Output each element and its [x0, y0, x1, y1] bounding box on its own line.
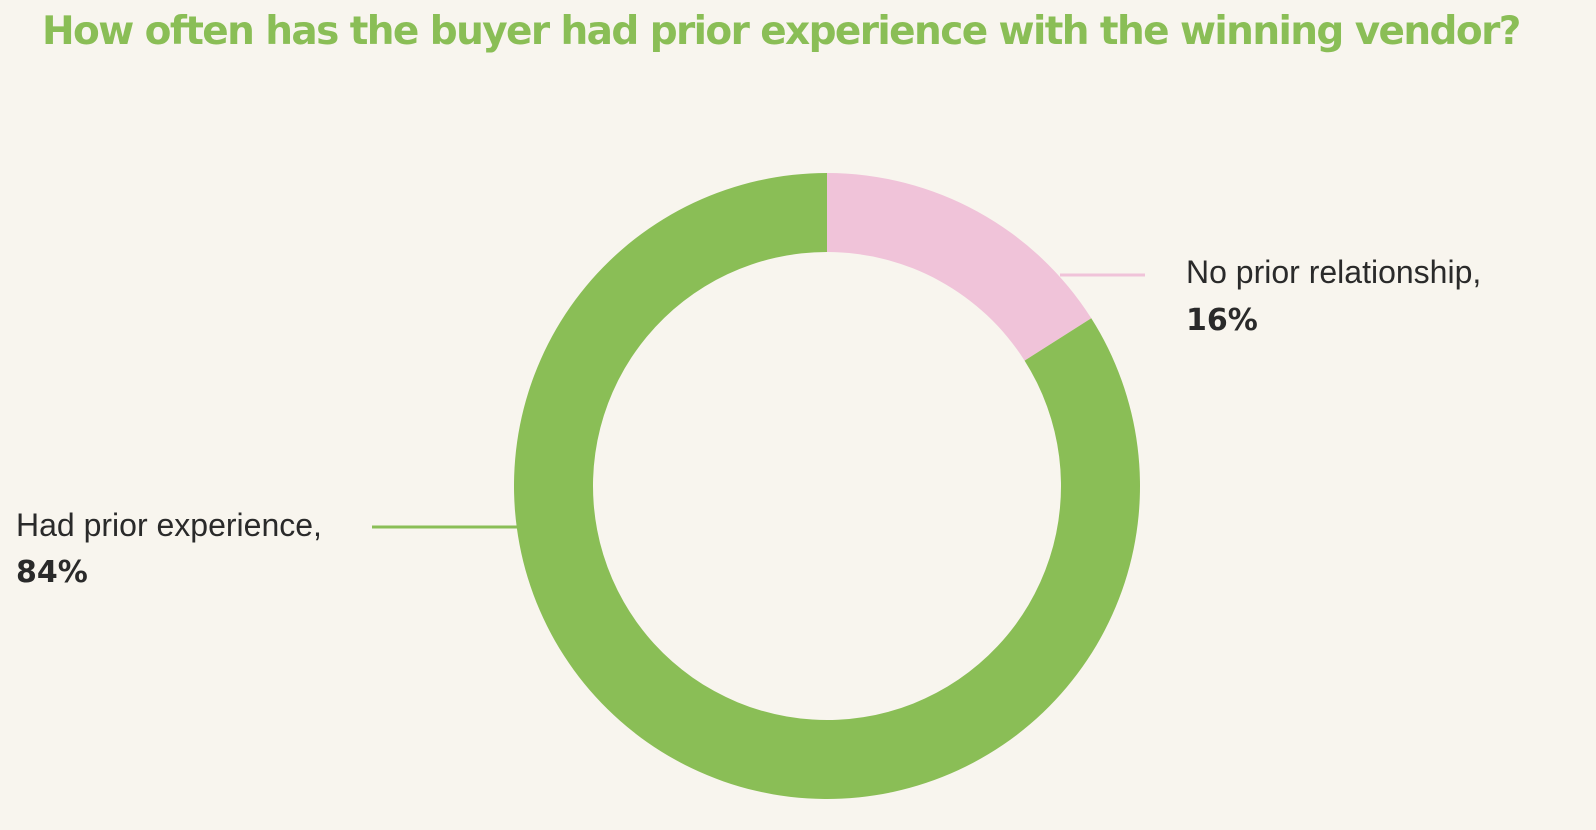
- slice-label-no-prior-relationship: No prior relationship,: [1186, 254, 1481, 290]
- slice-label-had-prior-experience: Had prior experience,: [16, 507, 322, 543]
- slice-value-no-prior-relationship: 16%: [1186, 303, 1258, 338]
- slice-value-had-prior-experience: 84%: [16, 555, 88, 590]
- slice-no-prior-relationship: [827, 173, 1092, 361]
- chart-title: How often has the buyer had prior experi…: [42, 9, 1521, 54]
